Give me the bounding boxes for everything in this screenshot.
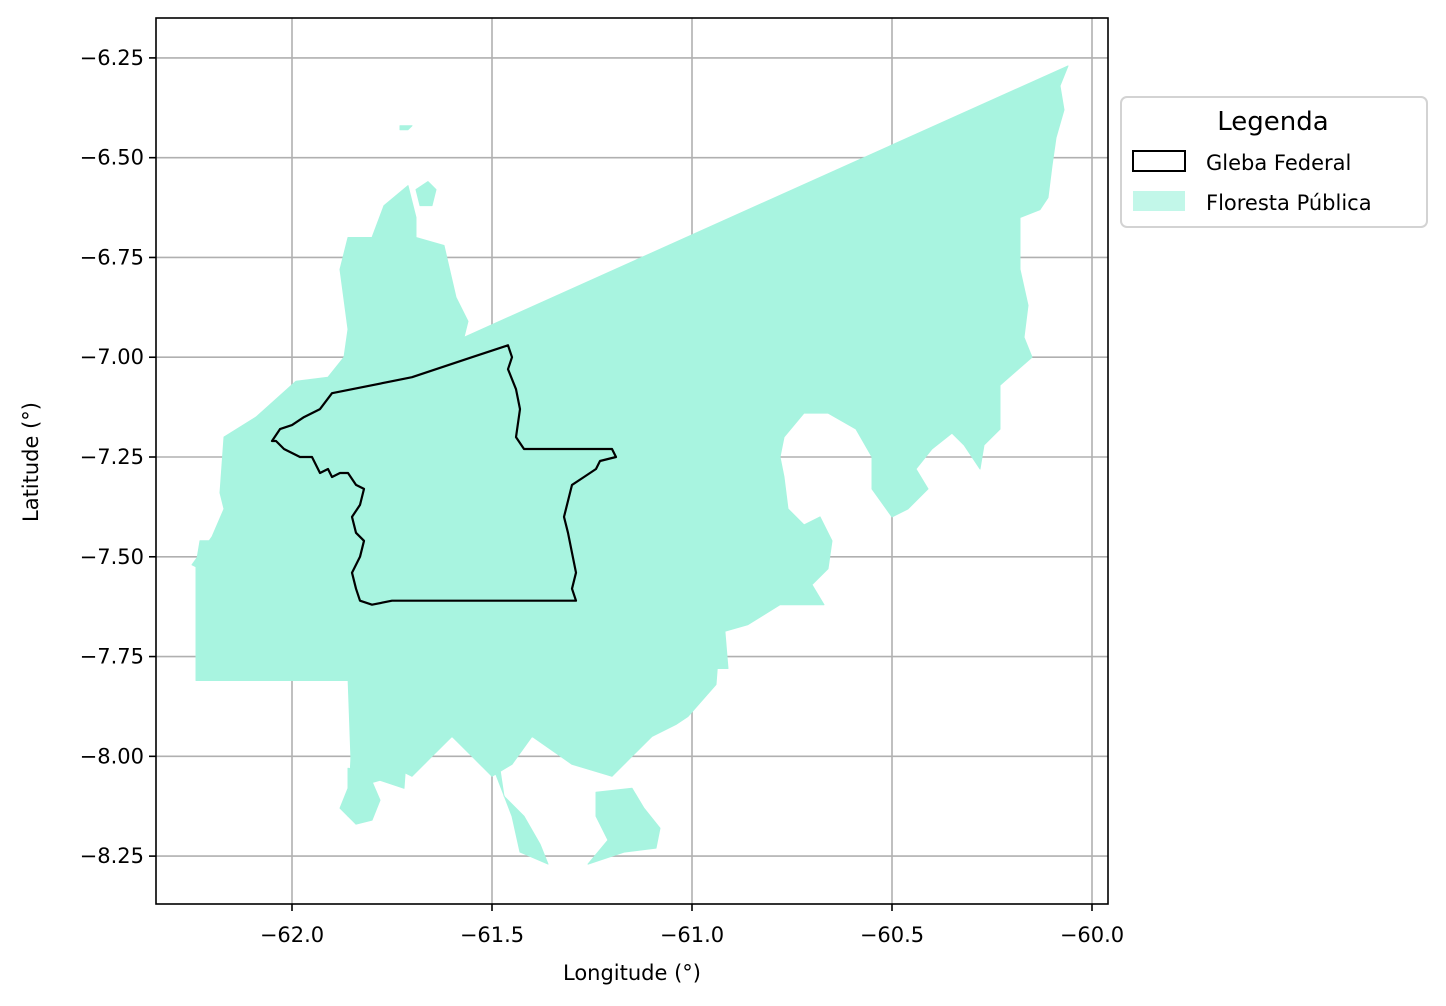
legend-title: Legenda bbox=[1217, 107, 1328, 137]
y-tick-label: −8.00 bbox=[80, 744, 144, 768]
axes-frame bbox=[155, 17, 1109, 905]
x-tick-label: −61.5 bbox=[460, 923, 524, 947]
legend-swatch-gleba-federal bbox=[1132, 150, 1186, 172]
y-tick-label: −6.75 bbox=[80, 245, 144, 269]
floresta-publica-polygon bbox=[195, 540, 225, 681]
y-tick-label: −7.25 bbox=[80, 445, 144, 469]
legend: Legenda Gleba Federal Floresta Pública bbox=[1120, 96, 1428, 228]
ticks-layer: −62.0 −61.5 −61.0 −60.5 −60.0 −6.25 −6.50 −6.75… bbox=[80, 46, 1125, 947]
y-tick-label: −7.00 bbox=[80, 345, 144, 369]
x-axis-title: Longitude (°) bbox=[563, 961, 701, 985]
floresta-publica-polygon bbox=[415, 181, 437, 207]
x-tick-label: −60.0 bbox=[1060, 923, 1124, 947]
y-tick-label: −8.25 bbox=[80, 844, 144, 868]
y-tick-label: −7.50 bbox=[80, 545, 144, 569]
y-tick-label: −6.25 bbox=[80, 46, 144, 70]
map-layer bbox=[191, 65, 1069, 865]
x-tick-label: −61.0 bbox=[660, 923, 724, 947]
floresta-publica-polygon bbox=[191, 65, 1069, 817]
floresta-publica-polygon bbox=[491, 715, 549, 865]
legend-label-gleba-federal: Gleba Federal bbox=[1206, 151, 1351, 175]
y-axis-title: Latitude (°) bbox=[19, 402, 43, 522]
x-tick-label: −60.5 bbox=[860, 923, 924, 947]
legend-frame bbox=[1120, 96, 1428, 228]
legend-label-floresta-publica: Floresta Pública bbox=[1206, 191, 1372, 215]
floresta-publica-polygon bbox=[399, 125, 413, 131]
y-tick-label: −6.50 bbox=[80, 146, 144, 170]
legend-swatch-floresta-publica bbox=[1133, 191, 1185, 211]
gleba-federal-boundary bbox=[270, 344, 618, 606]
y-tick-label: −7.75 bbox=[80, 645, 144, 669]
plot-area: −62.0 −61.5 −61.0 −60.5 −60.0 −6.25 −6.50 −6.75… bbox=[80, 17, 1125, 947]
floresta-publica-polygon bbox=[707, 620, 729, 669]
floresta-publica-polygon bbox=[587, 787, 661, 865]
floresta-publica-polygon bbox=[339, 767, 381, 825]
x-tick-label: −62.0 bbox=[260, 923, 324, 947]
